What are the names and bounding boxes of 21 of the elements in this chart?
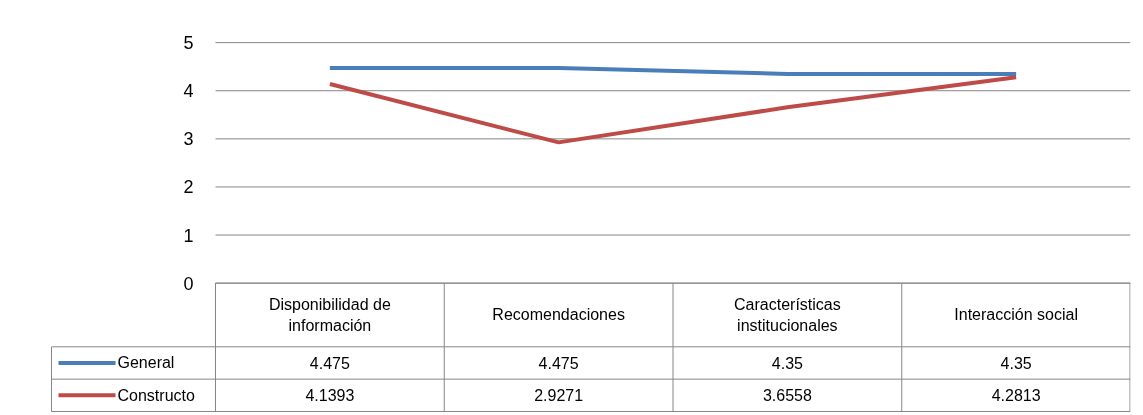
y-tick-label: 1: [183, 225, 194, 246]
data-label: 4.1393: [305, 387, 355, 405]
legend-label: Constructo: [117, 386, 195, 404]
x-tick-label: Recomendaciones: [492, 306, 625, 324]
data-label: 4.475: [538, 354, 579, 372]
data-label: 4.35: [1000, 354, 1032, 372]
y-tick-label: 2: [183, 177, 194, 198]
data-label: 2.9271: [534, 387, 584, 405]
x-tick-label: Interacción social: [954, 306, 1078, 324]
line-series: [327, 75, 1019, 145]
data-label: 4.35: [771, 354, 804, 372]
data-label: 3.6558: [762, 387, 812, 405]
y-tick-label: 4: [183, 81, 194, 102]
x-tick-label: Disponibilidad de información: [268, 296, 391, 334]
y-tick-label: 3: [183, 129, 194, 150]
x-tick-label: Características institucionales: [734, 296, 841, 334]
data-label: 4.475: [309, 354, 350, 372]
y-tick-label: 0: [183, 273, 194, 294]
data-label: 4.2813: [991, 387, 1041, 405]
y-tick-label: 5: [183, 33, 194, 54]
legend-label: General: [117, 354, 175, 372]
